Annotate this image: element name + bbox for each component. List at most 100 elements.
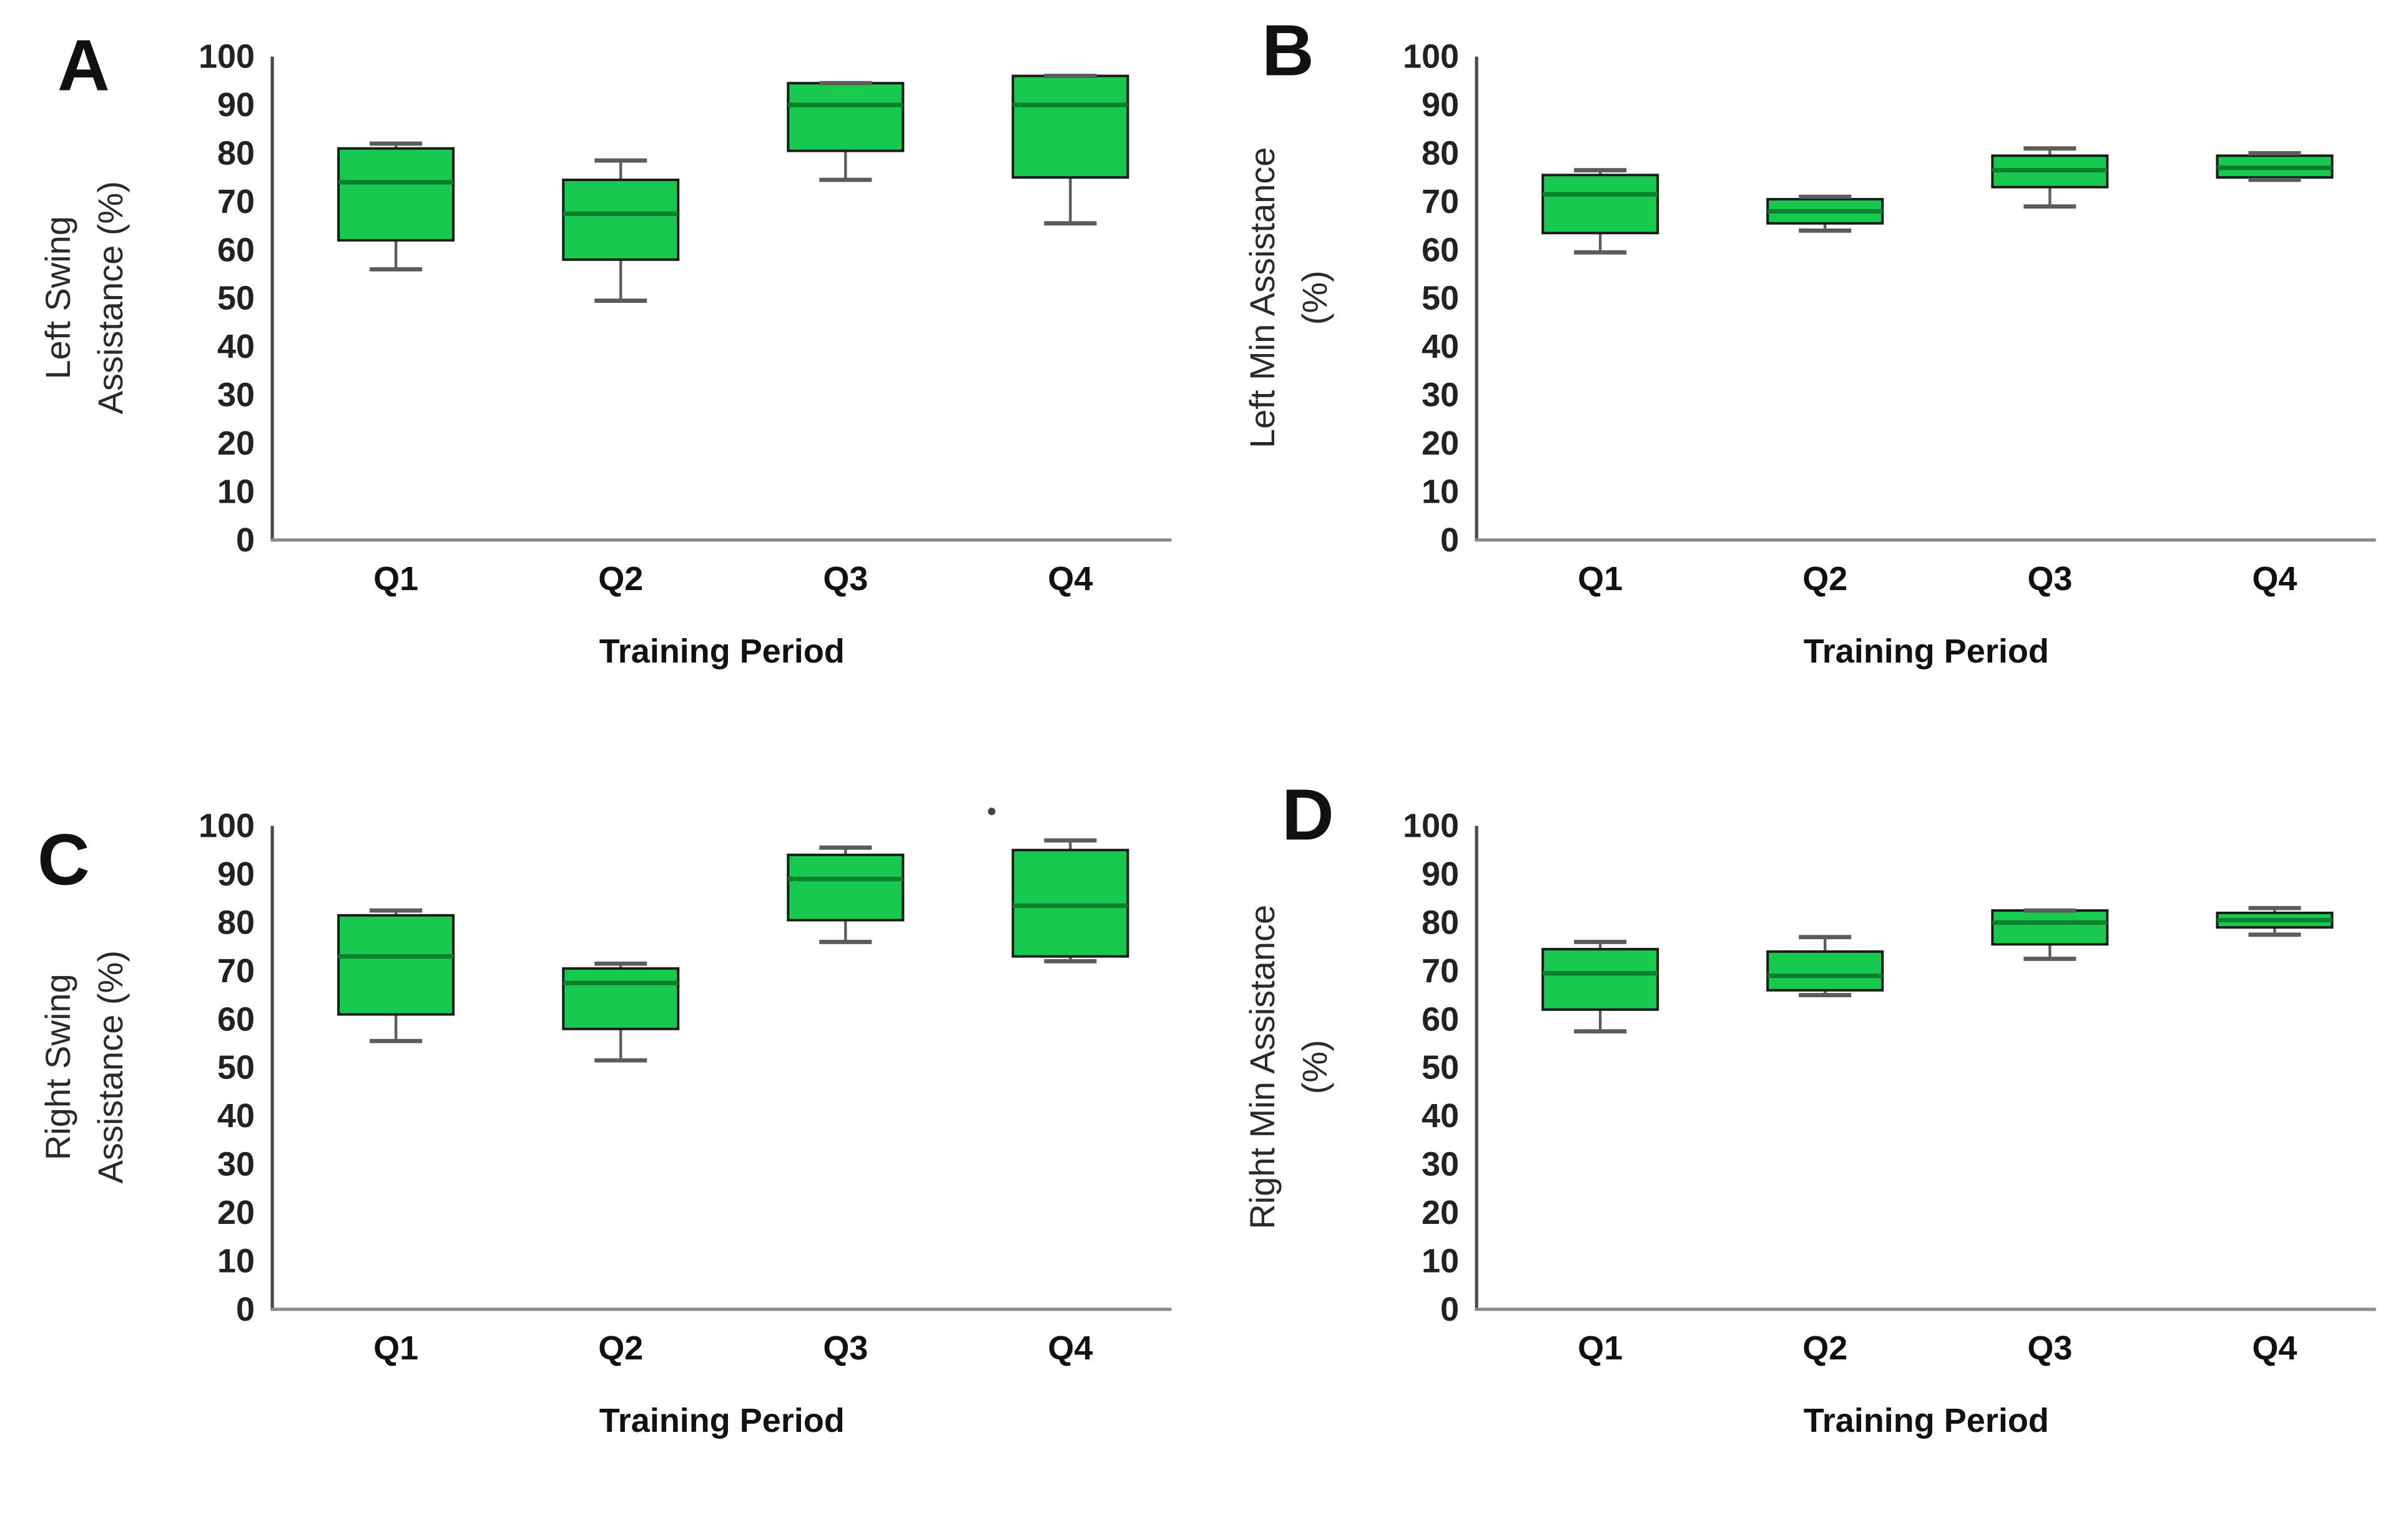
plot-area: 0 10 20 30 40 50 60 70 80 90 100 Q1 Q2 Q3 Q4 bbox=[1402, 807, 2376, 1366]
y-tick-label: 40 bbox=[1422, 328, 1459, 365]
panel-c-chart: C Right Swing Assistance (%) Training Pe… bbox=[37, 807, 1172, 1439]
panel-letter-c: C bbox=[37, 819, 90, 900]
y-tick-label: 10 bbox=[1422, 473, 1459, 510]
panel-letter-a: A bbox=[57, 25, 110, 106]
plot-area: 0 10 20 30 40 50 60 70 80 90 100 Q1 Q2 Q3 Q4 bbox=[199, 38, 1172, 598]
panel-d: D Right Min Assistance (%) Training Peri… bbox=[1204, 769, 2408, 1538]
y-tick-label: 100 bbox=[199, 807, 255, 844]
x-category-label-Q4: Q4 bbox=[2252, 1329, 2297, 1366]
y-tick-label: 70 bbox=[217, 183, 255, 220]
box-Q4 bbox=[1011, 848, 1129, 958]
y-tick-label: 40 bbox=[217, 1097, 255, 1135]
panel-a: A Left Swing Assistance (%) Training Per… bbox=[0, 0, 1204, 769]
y-tick-label: 80 bbox=[1422, 904, 1459, 941]
x-category-label-Q3: Q3 bbox=[2027, 560, 2072, 598]
y-tick-label: 90 bbox=[1422, 855, 1459, 893]
box-Q2 bbox=[562, 179, 680, 261]
y-tick-label: 40 bbox=[1422, 1097, 1459, 1135]
panel-letter-b: B bbox=[1262, 10, 1314, 91]
panel-letter-d: D bbox=[1282, 774, 1334, 855]
y-tick-label: 90 bbox=[1422, 86, 1459, 124]
panel-d-chart: D Right Min Assistance (%) Training Peri… bbox=[1242, 774, 2376, 1439]
y-axis-title-line1: Right Min Assistance bbox=[1242, 904, 1282, 1229]
x-category-label-Q4: Q4 bbox=[2252, 560, 2297, 598]
box-Q2 bbox=[562, 967, 680, 1030]
x-category-label-Q2: Q2 bbox=[1802, 1329, 1847, 1366]
y-tick-label: 60 bbox=[217, 231, 255, 269]
y-axis-title-line1: Left Swing bbox=[38, 216, 77, 380]
y-tick-label: 10 bbox=[217, 1242, 255, 1279]
y-tick-label: 60 bbox=[1422, 231, 1459, 269]
panel-b: B Left Min Assistance (%) Training Perio… bbox=[1204, 0, 2408, 769]
y-tick-label: 50 bbox=[1422, 1048, 1459, 1086]
x-category-label-Q3: Q3 bbox=[823, 1329, 868, 1366]
y-axis-title-line2: Assistance (%) bbox=[91, 181, 130, 414]
y-tick-label: 10 bbox=[1422, 1242, 1459, 1279]
x-category-label-Q4: Q4 bbox=[1048, 1329, 1093, 1366]
y-tick-label: 0 bbox=[236, 1290, 255, 1328]
x-axis-title: Training Period bbox=[1803, 633, 2048, 670]
y-axis-title-line2: (%) bbox=[1295, 1040, 1334, 1094]
y-axis-title-line2: Assistance (%) bbox=[91, 950, 130, 1183]
box-Q1 bbox=[1541, 947, 1659, 1011]
x-category-label-Q1: Q1 bbox=[373, 1329, 418, 1366]
x-category-label-Q4: Q4 bbox=[1048, 560, 1093, 598]
y-tick-label: 20 bbox=[1422, 1193, 1459, 1231]
y-tick-label: 70 bbox=[1422, 952, 1459, 989]
box-Q4 bbox=[1011, 74, 1129, 179]
y-tick-label: 70 bbox=[217, 952, 255, 989]
x-category-label-Q1: Q1 bbox=[1578, 1329, 1623, 1366]
y-axis-title-line1: Left Min Assistance bbox=[1242, 147, 1282, 448]
y-tick-label: 30 bbox=[217, 377, 255, 414]
y-tick-label: 100 bbox=[1402, 38, 1458, 76]
y-axis-title-line2: (%) bbox=[1295, 270, 1334, 325]
y-axis-title-line1: Right Swing bbox=[38, 974, 77, 1160]
y-tick-label: 100 bbox=[1402, 807, 1458, 844]
box-Q1 bbox=[337, 147, 455, 242]
y-tick-label: 50 bbox=[217, 280, 255, 317]
x-category-label-Q3: Q3 bbox=[2027, 1329, 2072, 1366]
box-Q3 bbox=[787, 82, 905, 152]
y-tick-label: 20 bbox=[217, 425, 255, 462]
y-tick-label: 90 bbox=[217, 855, 255, 893]
panel-b-chart: B Left Min Assistance (%) Training Perio… bbox=[1242, 10, 2376, 670]
box-Q3 bbox=[1990, 909, 2108, 945]
x-category-label-Q1: Q1 bbox=[1578, 560, 1623, 598]
y-tick-label: 50 bbox=[1422, 280, 1459, 317]
y-tick-label: 80 bbox=[217, 134, 255, 172]
y-tick-label: 90 bbox=[217, 86, 255, 124]
y-tick-label: 20 bbox=[1422, 425, 1459, 462]
x-category-label-Q2: Q2 bbox=[598, 1329, 643, 1366]
box-Q1 bbox=[1541, 174, 1659, 235]
x-category-label-Q2: Q2 bbox=[598, 560, 643, 598]
x-category-label-Q1: Q1 bbox=[373, 560, 418, 598]
y-tick-label: 10 bbox=[217, 473, 255, 510]
y-tick-label: 30 bbox=[1422, 377, 1459, 414]
panel-a-chart: A Left Swing Assistance (%) Training Per… bbox=[38, 25, 1172, 670]
box-Q2 bbox=[1766, 950, 1884, 992]
y-tick-label: 20 bbox=[217, 1193, 255, 1231]
y-tick-label: 0 bbox=[1440, 521, 1459, 559]
x-axis-title: Training Period bbox=[599, 633, 845, 670]
x-axis-title: Training Period bbox=[599, 1401, 845, 1439]
x-category-label-Q2: Q2 bbox=[1802, 560, 1847, 598]
y-tick-label: 70 bbox=[1422, 183, 1459, 220]
y-tick-label: 80 bbox=[217, 904, 255, 941]
y-tick-label: 0 bbox=[236, 521, 255, 559]
panel-c: C Right Swing Assistance (%) Training Pe… bbox=[0, 769, 1204, 1538]
plot-area: 0 10 20 30 40 50 60 70 80 90 100 Q1 Q2 Q3 Q4 bbox=[1402, 38, 2376, 598]
y-tick-label: 60 bbox=[1422, 1000, 1459, 1038]
y-tick-label: 80 bbox=[1422, 134, 1459, 172]
y-tick-label: 60 bbox=[217, 1000, 255, 1038]
x-category-label-Q3: Q3 bbox=[823, 560, 868, 598]
box-Q1 bbox=[337, 914, 455, 1016]
stray-dot-mark bbox=[988, 807, 996, 815]
plot-area: 0 10 20 30 40 50 60 70 80 90 100 Q1 Q2 Q3 Q4 bbox=[199, 807, 1172, 1366]
y-tick-label: 50 bbox=[217, 1048, 255, 1086]
y-tick-label: 0 bbox=[1440, 1290, 1459, 1328]
y-tick-label: 100 bbox=[199, 38, 255, 76]
box-Q3 bbox=[787, 853, 905, 922]
y-tick-label: 40 bbox=[217, 328, 255, 365]
y-tick-label: 30 bbox=[217, 1145, 255, 1183]
